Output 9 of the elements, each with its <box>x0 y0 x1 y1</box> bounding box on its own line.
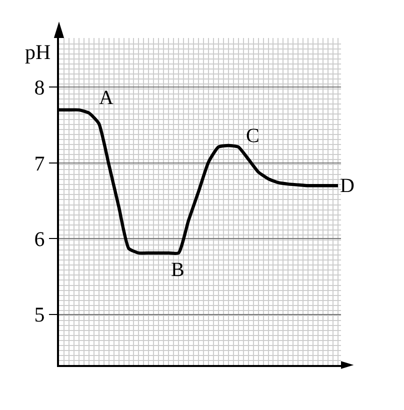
y-tick-label: 6 <box>34 226 45 251</box>
y-tick-label: 7 <box>34 151 45 176</box>
annotation: C <box>246 125 260 147</box>
annotation: D <box>340 175 354 197</box>
annotation: A <box>99 87 114 109</box>
y-axis-title: pH <box>25 40 51 64</box>
y-tick-label: 8 <box>34 76 45 100</box>
annotation: B <box>171 259 184 281</box>
y-tick-label: 5 <box>34 302 45 327</box>
